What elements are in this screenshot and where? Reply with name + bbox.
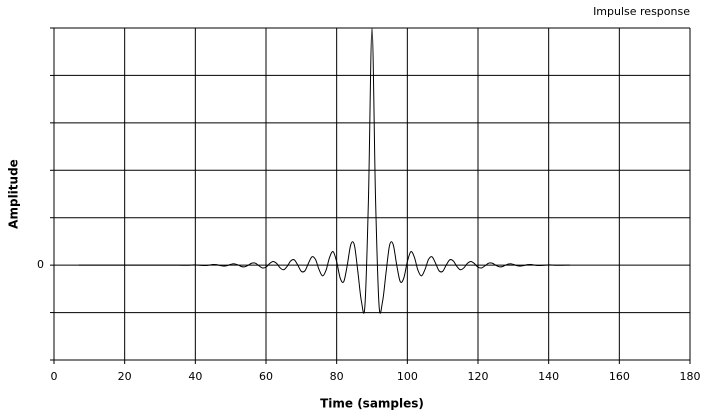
- x-tick-label: 140: [538, 370, 559, 383]
- plot-area: 0 0 20 40 60 80 100 120 140 160 180: [37, 27, 701, 383]
- y-tick-label: 0: [37, 258, 44, 271]
- x-tick-label: 80: [330, 370, 344, 383]
- x-tick-label: 160: [609, 370, 630, 383]
- chart-title: Impulse response: [593, 5, 690, 18]
- x-tick-label: 100: [397, 370, 418, 383]
- impulse-line: [78, 28, 570, 314]
- x-tick-label: 20: [118, 370, 132, 383]
- x-axis-label: Time (samples): [320, 397, 424, 411]
- x-tick-label: 180: [680, 370, 701, 383]
- y-axis-label: Amplitude: [7, 159, 21, 229]
- x-tick-label: 0: [51, 370, 58, 383]
- x-tick-label: 60: [259, 370, 273, 383]
- x-tick-label: 120: [468, 370, 489, 383]
- x-tick-label: 40: [188, 370, 202, 383]
